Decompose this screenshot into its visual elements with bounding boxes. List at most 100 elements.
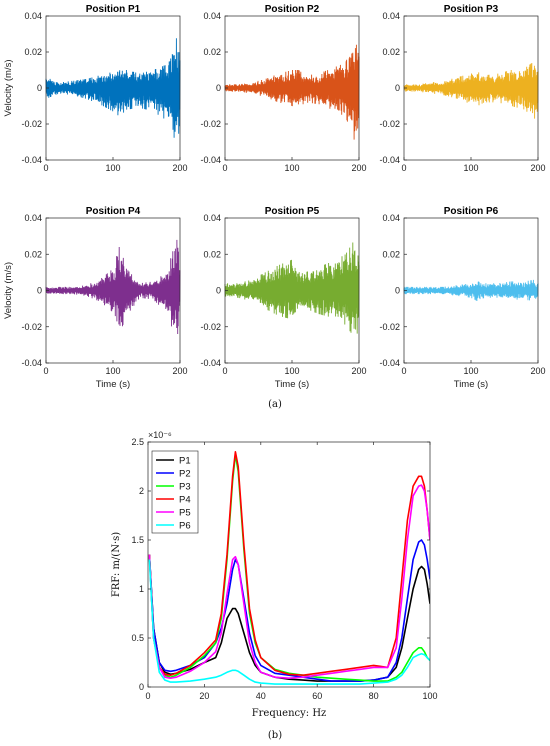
- xtick-label: 0: [43, 366, 48, 376]
- xtick-label: 200: [351, 163, 366, 173]
- series-line-p6: [148, 559, 430, 685]
- panel-title: Position P3: [444, 4, 499, 15]
- x-axis-label: Time (s): [275, 379, 309, 390]
- y-axis-label: Velocity (m/s): [3, 262, 14, 319]
- ytick-label: -0.04: [21, 358, 42, 368]
- ytick-label: -0.04: [200, 358, 221, 368]
- xtick-label: 100: [284, 366, 299, 376]
- frf-ytick-label: 1.5: [131, 535, 144, 545]
- xtick-label: 200: [530, 163, 545, 173]
- ytick-label: 0.02: [382, 47, 400, 57]
- frf-xtick-label: 40: [256, 691, 266, 701]
- frf-ytick-label: 0: [139, 682, 144, 692]
- xtick-label: 200: [351, 366, 366, 376]
- x-axis-label: Time (s): [96, 379, 130, 390]
- ytick-label: -0.02: [200, 322, 221, 332]
- ytick-label: 0.04: [203, 11, 221, 21]
- caption-a: (a): [268, 399, 282, 410]
- frf-ytick-label: 2.5: [131, 437, 144, 447]
- xtick-label: 0: [222, 163, 227, 173]
- signal-p3: [403, 62, 539, 119]
- x-axis-label: Time (s): [454, 379, 488, 390]
- frf-ytick-label: 2: [139, 486, 144, 496]
- frf-axes-box: [147, 441, 431, 688]
- xtick-label: 200: [172, 366, 187, 376]
- legend-label-p6: P6: [179, 521, 191, 532]
- ytick-label: 0: [216, 286, 221, 296]
- ytick-label: -0.04: [21, 155, 42, 165]
- ytick-label: 0: [37, 286, 42, 296]
- legend-label-p5: P5: [179, 508, 191, 519]
- ytick-label: -0.02: [21, 322, 42, 332]
- xtick-label: 100: [105, 163, 120, 173]
- frf-ytick-label: 0.5: [131, 633, 144, 643]
- ytick-label: 0.02: [24, 249, 42, 259]
- signal-p4: [45, 239, 181, 335]
- ytick-label: -0.02: [379, 322, 400, 332]
- ytick-label: -0.04: [379, 358, 400, 368]
- ytick-label: 0.04: [382, 213, 400, 223]
- signal-p6: [403, 279, 539, 302]
- panel-title: Position P4: [86, 206, 141, 217]
- xtick-label: 100: [284, 163, 299, 173]
- legend-label-p4: P4: [179, 495, 191, 506]
- xtick-label: 100: [105, 366, 120, 376]
- legend-label-p3: P3: [179, 482, 191, 493]
- ytick-label: 0.04: [203, 213, 221, 223]
- frf-xtick-label: 80: [369, 691, 379, 701]
- legend-label-p1: P1: [179, 456, 191, 467]
- series-line-p5: [148, 484, 430, 679]
- caption-b: (b): [268, 730, 282, 741]
- ytick-label: -0.02: [200, 119, 221, 129]
- xtick-label: 0: [401, 366, 406, 376]
- xtick-label: 200: [172, 163, 187, 173]
- ytick-label: -0.04: [379, 155, 400, 165]
- ytick-label: -0.04: [200, 155, 221, 165]
- ytick-label: 0: [37, 83, 42, 93]
- panel-title: Position P5: [265, 206, 320, 217]
- frf-xtick-label: 60: [312, 691, 322, 701]
- frf-chart: 0 0.5 1 1.5 2 2.5 0 20 40 60 80 100 ×10⁻⁶ Frequency: …: [111, 430, 438, 719]
- ytick-label: 0.04: [24, 213, 42, 223]
- signal-p1: [45, 38, 181, 138]
- ytick-label: 0: [216, 83, 221, 93]
- xtick-label: 0: [401, 163, 406, 173]
- panel-title: Position P6: [444, 206, 499, 217]
- legend-label-p2: P2: [179, 469, 191, 480]
- frf-ytick-label: 1: [139, 584, 144, 594]
- ytick-label: 0.02: [203, 249, 221, 259]
- series-line-p4: [148, 451, 430, 676]
- frf-xtick-label: 100: [422, 691, 437, 701]
- signal-p5: [224, 242, 360, 334]
- ytick-label: -0.02: [379, 119, 400, 129]
- xtick-label: 0: [43, 163, 48, 173]
- frf-legend: P1 P2 P3 P4 P5 P6: [151, 450, 199, 534]
- xtick-label: 200: [530, 366, 545, 376]
- ytick-label: -0.02: [21, 119, 42, 129]
- frf-y-axis-label: FRF: m/(N·s): [111, 532, 122, 597]
- ytick-label: 0: [395, 83, 400, 93]
- frf-lines: [148, 451, 430, 685]
- xtick-label: 0: [222, 366, 227, 376]
- frf-xtick-label: 0: [145, 691, 150, 701]
- panel-title: Position P1: [86, 4, 141, 15]
- legend-box: [151, 450, 199, 534]
- frf-x-axis-label: Frequency: Hz: [252, 708, 327, 719]
- xtick-label: 100: [463, 163, 478, 173]
- ytick-label: 0.02: [24, 47, 42, 57]
- frf-xtick-label: 20: [199, 691, 209, 701]
- frf-exponent-label: ×10⁻⁶: [148, 430, 172, 440]
- ytick-label: 0.02: [203, 47, 221, 57]
- ytick-label: 0.04: [24, 11, 42, 21]
- ytick-label: 0.04: [382, 11, 400, 21]
- xtick-label: 100: [463, 366, 478, 376]
